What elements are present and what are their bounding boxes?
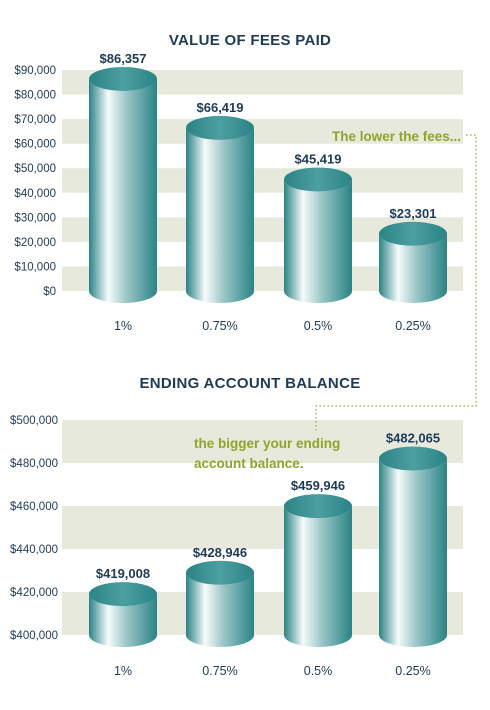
- ending-balance-bar-top: [186, 560, 254, 585]
- ending-balance-bar: $428,946: [186, 545, 254, 647]
- ending-balance-category-label: 0.5%: [304, 664, 333, 678]
- ending-balance-bar-top: [379, 446, 447, 471]
- ending-balance-value-label: $419,008: [96, 566, 150, 581]
- ending-balance-y-tick-label: $420,000: [10, 587, 58, 599]
- fees-paid-bar: $86,357: [89, 51, 157, 303]
- fees-paid-y-tick-label: $30,000: [14, 212, 56, 224]
- ending-balance-category-label: 0.75%: [202, 664, 237, 678]
- fees-paid-y-tick-label: $60,000: [14, 139, 56, 151]
- fees-paid-category-label: 0.5%: [304, 319, 333, 333]
- ending-balance-bar-body: [89, 594, 157, 647]
- fees-paid-category-label: 0.25%: [395, 319, 430, 333]
- fees-paid-bar-body: [284, 179, 352, 303]
- ending-balance-bar-body: [284, 506, 352, 647]
- ending-balance-bar: $459,946: [284, 478, 352, 647]
- ending-balance-bar-top: [284, 494, 352, 519]
- fees-paid-y-tick-label: $90,000: [14, 65, 56, 77]
- balance-annotation-line-2: account balance.: [194, 456, 304, 471]
- fees-paid-bar-body: [89, 78, 157, 303]
- fees-paid-y-ticks: $0 $10,000 $20,000 $30,000 $40,000 $50,000 $60…: [14, 65, 56, 298]
- fees-paid-categories: 1% 0.75% 0.5% 0.25%: [114, 319, 431, 333]
- fees-paid-bar-top: [379, 221, 447, 246]
- fees-paid-y-tick-label: $10,000: [14, 261, 56, 273]
- fees-paid-bar: $66,419: [186, 100, 254, 304]
- fees-paid-value-label: $23,301: [390, 206, 437, 221]
- fees-paid-y-tick-label: $50,000: [14, 163, 56, 175]
- ending-balance-y-tick-label: $480,000: [10, 458, 58, 470]
- ending-balance-bar: $419,008: [89, 566, 157, 647]
- fees-paid-value-label: $66,419: [197, 100, 244, 115]
- ending-balance-title: ENDING ACCOUNT BALANCE: [139, 375, 360, 392]
- ending-balance-value-label: $428,946: [193, 545, 247, 560]
- ending-balance-y-tick-label: $400,000: [10, 630, 58, 642]
- ending-balance-bar-body: [379, 458, 447, 647]
- fees-paid-value-label: $45,419: [295, 151, 342, 166]
- fees-paid-bar: $23,301: [379, 206, 447, 303]
- ending-balance-bars: $419,008 $428,946 $459,946 $482,065: [89, 431, 447, 647]
- balance-annotation: the bigger your ending account balance.: [194, 436, 344, 471]
- fees-paid-y-tick-label: $80,000: [14, 90, 56, 102]
- ending-balance-y-tick-label: $440,000: [10, 544, 58, 556]
- fees-paid-y-tick-label: $20,000: [14, 237, 56, 249]
- fees-paid-bar-top: [284, 167, 352, 192]
- ending-balance-categories: 1% 0.75% 0.5% 0.25%: [114, 664, 431, 678]
- fees-paid-bar-top: [89, 66, 157, 91]
- fees-paid-bar-body: [379, 233, 447, 303]
- ending-balance-value-label: $482,065: [386, 431, 440, 446]
- fees-paid-category-label: 0.75%: [202, 319, 237, 333]
- fees-paid-value-label: $86,357: [100, 51, 147, 66]
- ending-balance-y-tick-label: $460,000: [10, 501, 58, 513]
- fees-paid-y-tick-label: $40,000: [14, 188, 56, 200]
- ending-balance-chart: ENDING ACCOUNT BALANCE $400,000$420,000$…: [10, 375, 463, 678]
- fees-paid-title: VALUE OF FEES PAID: [169, 32, 331, 49]
- ending-balance-bar: $482,065: [379, 431, 447, 647]
- fees-paid-bars: $86,357 $66,419 $45,419 $23,301: [89, 51, 447, 304]
- ending-balance-bar-top: [89, 582, 157, 607]
- ending-balance-y-ticks: $400,000 $420,000 $440,000 $460,000 $480,000…: [10, 415, 58, 642]
- ending-balance-category-label: 1%: [114, 664, 132, 678]
- ending-balance-bar-body: [186, 572, 254, 647]
- fees-paid-y-tick-label: $0: [43, 286, 56, 298]
- annotation-connector: [315, 134, 477, 430]
- fees-annotation: The lower the fees...: [332, 129, 461, 144]
- fees-paid-bar: $45,419: [284, 151, 352, 303]
- balance-annotation-line-1: the bigger your ending: [194, 436, 340, 451]
- ending-balance-y-tick-label: $500,000: [10, 415, 58, 427]
- fees-paid-y-tick-label: $70,000: [14, 114, 56, 126]
- ending-balance-value-label: $459,946: [291, 478, 345, 493]
- fees-paid-category-label: 1%: [114, 319, 132, 333]
- fees-paid-bar-top: [186, 115, 254, 140]
- fees-paid-bar-body: [186, 127, 254, 304]
- fees-paid-chart: VALUE OF FEES PAID $0 $10,000 $20,000 $30,0…: [14, 32, 463, 333]
- ending-balance-category-label: 0.25%: [395, 664, 430, 678]
